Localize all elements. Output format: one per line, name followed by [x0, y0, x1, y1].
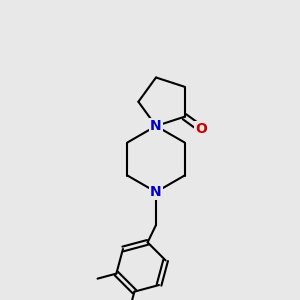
Text: N: N	[150, 185, 162, 199]
Text: O: O	[196, 122, 207, 136]
Text: N: N	[150, 119, 162, 133]
